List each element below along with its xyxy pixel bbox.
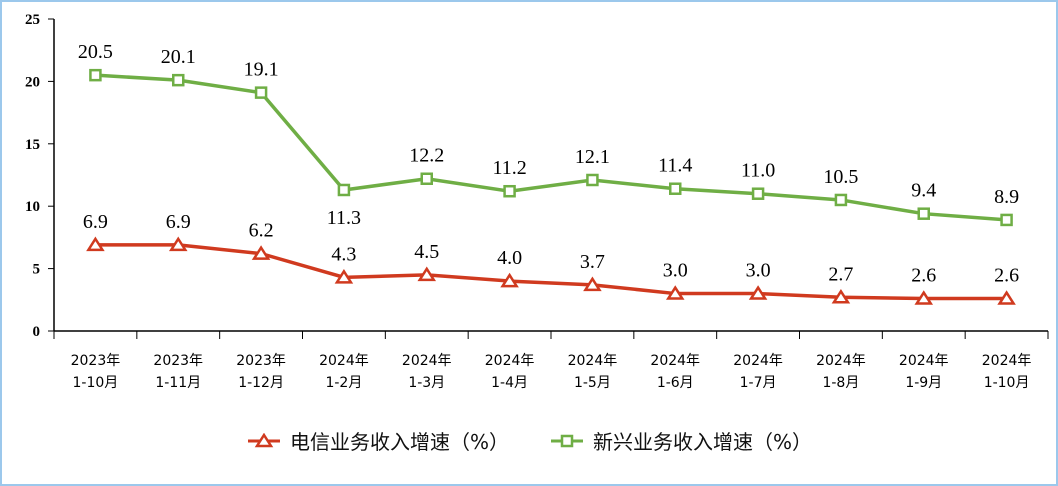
- y-tick-label: 10: [25, 199, 40, 215]
- triangle-marker-icon: [247, 432, 280, 447]
- data-point: [172, 73, 185, 87]
- data-label: 9.4: [911, 180, 936, 202]
- x-tick-label-period: 1-9月: [905, 375, 942, 391]
- x-tick-label-period: 1-11月: [155, 375, 201, 391]
- x-tick-label-period: 1-8月: [822, 375, 859, 391]
- data-point: [831, 288, 851, 304]
- legend-item-telecom: 电信业务收入增速（%）: [246, 426, 509, 455]
- data-label: 20.1: [161, 46, 196, 68]
- data-label: 2.6: [994, 265, 1019, 287]
- data-point: [583, 276, 602, 292]
- x-tick-label-year: 2023年: [236, 353, 286, 369]
- data-label: 11.0: [741, 160, 775, 182]
- x-tick-label-year: 2024年: [816, 353, 866, 369]
- data-label: 2.7: [828, 263, 853, 285]
- data-point: [751, 187, 765, 200]
- x-tick-label-year: 2023年: [71, 353, 121, 369]
- x-tick-label-year: 2024年: [982, 353, 1032, 369]
- x-tick-label-year: 2024年: [899, 353, 949, 369]
- data-label: 10.5: [823, 166, 858, 188]
- y-tick-label: 20: [25, 74, 40, 90]
- data-label: 6.2: [249, 220, 274, 242]
- data-label: 3.0: [746, 260, 771, 282]
- data-point: [254, 86, 268, 99]
- data-point: [251, 245, 271, 260]
- x-tick-label-year: 2024年: [485, 353, 535, 369]
- data-label: 12.1: [575, 146, 610, 168]
- data-label: 11.3: [327, 207, 361, 229]
- data-label: 20.5: [78, 41, 113, 63]
- data-point: [86, 236, 105, 252]
- x-tick-label-period: 1-7月: [740, 375, 777, 391]
- x-tick-label-period: 1-10月: [73, 375, 119, 391]
- x-tick-label-period: 1-10月: [984, 375, 1030, 391]
- data-point: [748, 285, 768, 300]
- x-tick-label-year: 2024年: [568, 353, 618, 369]
- data-label: 6.9: [166, 211, 191, 233]
- data-point: [914, 290, 934, 305]
- y-tick-label: 0: [33, 324, 41, 340]
- legend: 电信业务收入增速（%） 新兴业务收入增速（%）: [2, 426, 1056, 455]
- data-label: 4.0: [497, 247, 522, 269]
- x-tick-label-period: 1-2月: [325, 375, 362, 391]
- x-tick-label-period: 1-12月: [238, 375, 284, 391]
- x-tick-label-period: 1-5月: [574, 375, 611, 391]
- data-point: [168, 236, 188, 252]
- data-point: [997, 290, 1016, 305]
- data-point: [89, 68, 102, 82]
- data-label: 6.9: [83, 211, 108, 233]
- series-line: [95, 73, 1007, 222]
- x-tick-label-year: 2024年: [733, 353, 783, 369]
- x-tick-label-period: 1-3月: [408, 375, 445, 391]
- data-label: 4.5: [414, 241, 439, 263]
- data-point: [337, 183, 351, 197]
- data-label: 2.6: [911, 265, 936, 287]
- data-label: 3.7: [580, 251, 605, 273]
- data-point: [334, 269, 354, 284]
- data-point: [586, 173, 599, 187]
- data-point: [665, 285, 685, 300]
- data-label: 12.2: [409, 145, 444, 167]
- square-marker-icon: [551, 434, 583, 447]
- x-tick-label-year: 2024年: [650, 353, 700, 369]
- data-label: 11.4: [658, 155, 692, 177]
- series-line: [95, 243, 1007, 301]
- y-tick-label: 15: [25, 137, 40, 153]
- data-point: [1000, 213, 1013, 227]
- y-tick-label: 5: [33, 262, 41, 278]
- legend-label: 电信业务收入增速（%）: [289, 430, 509, 454]
- x-tick-label-year: 2024年: [319, 353, 369, 369]
- data-point: [500, 272, 519, 288]
- x-tick-label-year: 2024年: [402, 353, 452, 369]
- data-point: [917, 207, 930, 220]
- x-tick-label-year: 2023年: [153, 353, 203, 369]
- y-tick-label: 25: [25, 12, 40, 28]
- data-label: 3.0: [663, 260, 688, 282]
- data-point: [420, 172, 433, 185]
- x-tick-label-period: 1-6月: [657, 375, 694, 391]
- legend-item-emerging: 新兴业务收入增速（%）: [549, 426, 812, 455]
- data-point: [669, 182, 682, 195]
- data-point: [417, 266, 437, 282]
- data-label: 8.9: [994, 186, 1019, 208]
- legend-label: 新兴业务收入增速（%）: [593, 430, 813, 454]
- data-label: 19.1: [244, 59, 279, 81]
- line-chart: 0 5 10 15 20 25 2023年 1-10月 2023年 1-11月 2023年 1-12月…: [25, 12, 1049, 391]
- data-point: [503, 184, 516, 198]
- data-point: [834, 193, 848, 207]
- data-label: 11.2: [492, 157, 526, 179]
- x-tick-label-period: 1-4月: [491, 375, 528, 391]
- data-label: 4.3: [331, 243, 356, 265]
